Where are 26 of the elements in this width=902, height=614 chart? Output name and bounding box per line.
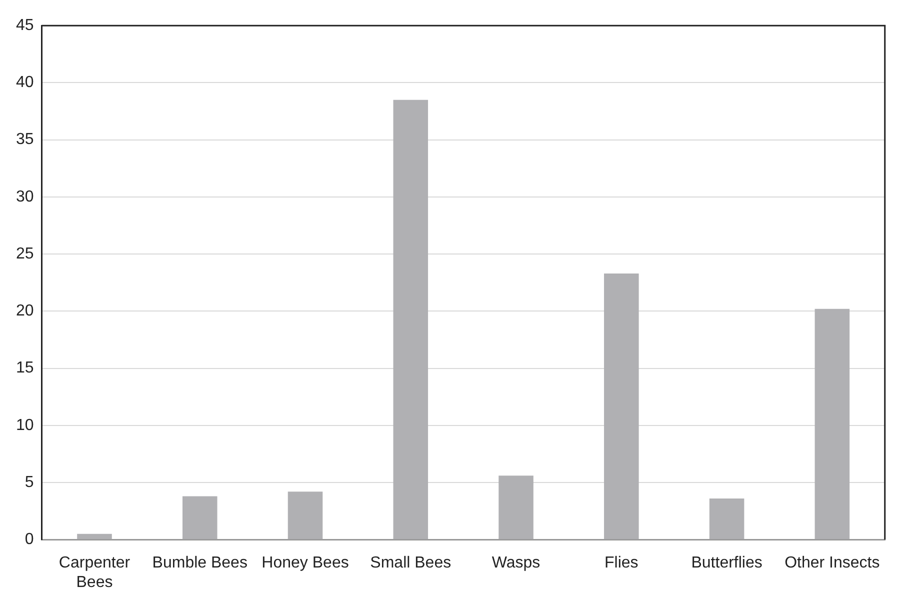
bar: [604, 273, 639, 540]
bar: [814, 308, 850, 540]
bar: [498, 476, 534, 540]
x-tick-label: Flies: [604, 554, 638, 572]
x-tick-label: Butterflies: [691, 554, 762, 572]
y-tick-label: 45: [16, 17, 34, 34]
bar: [288, 492, 323, 540]
bar: [77, 534, 112, 540]
x-tick-label: Small Bees: [370, 554, 452, 572]
bar: [709, 498, 744, 540]
y-tick-label: 5: [24, 474, 34, 491]
y-tick-label: 15: [16, 360, 34, 377]
x-tick-label: Other Insects: [784, 554, 880, 572]
x-tick-label: Carpenter Bees: [58, 554, 131, 591]
y-tick-label: 40: [16, 74, 34, 92]
y-tick-label: 35: [16, 131, 34, 148]
y-tick-label: 0: [24, 531, 34, 548]
bar: [182, 496, 218, 540]
y-tick-label: 10: [16, 416, 34, 434]
x-tick-label: Wasps: [492, 554, 540, 572]
y-tick-label: 25: [16, 245, 34, 262]
y-tick-label: 30: [16, 188, 34, 206]
x-tick-label: Honey Bees: [262, 554, 349, 572]
x-tick-label: Bumble Bees: [152, 554, 248, 572]
bar: [393, 100, 428, 540]
y-tick-label: 20: [16, 302, 34, 320]
